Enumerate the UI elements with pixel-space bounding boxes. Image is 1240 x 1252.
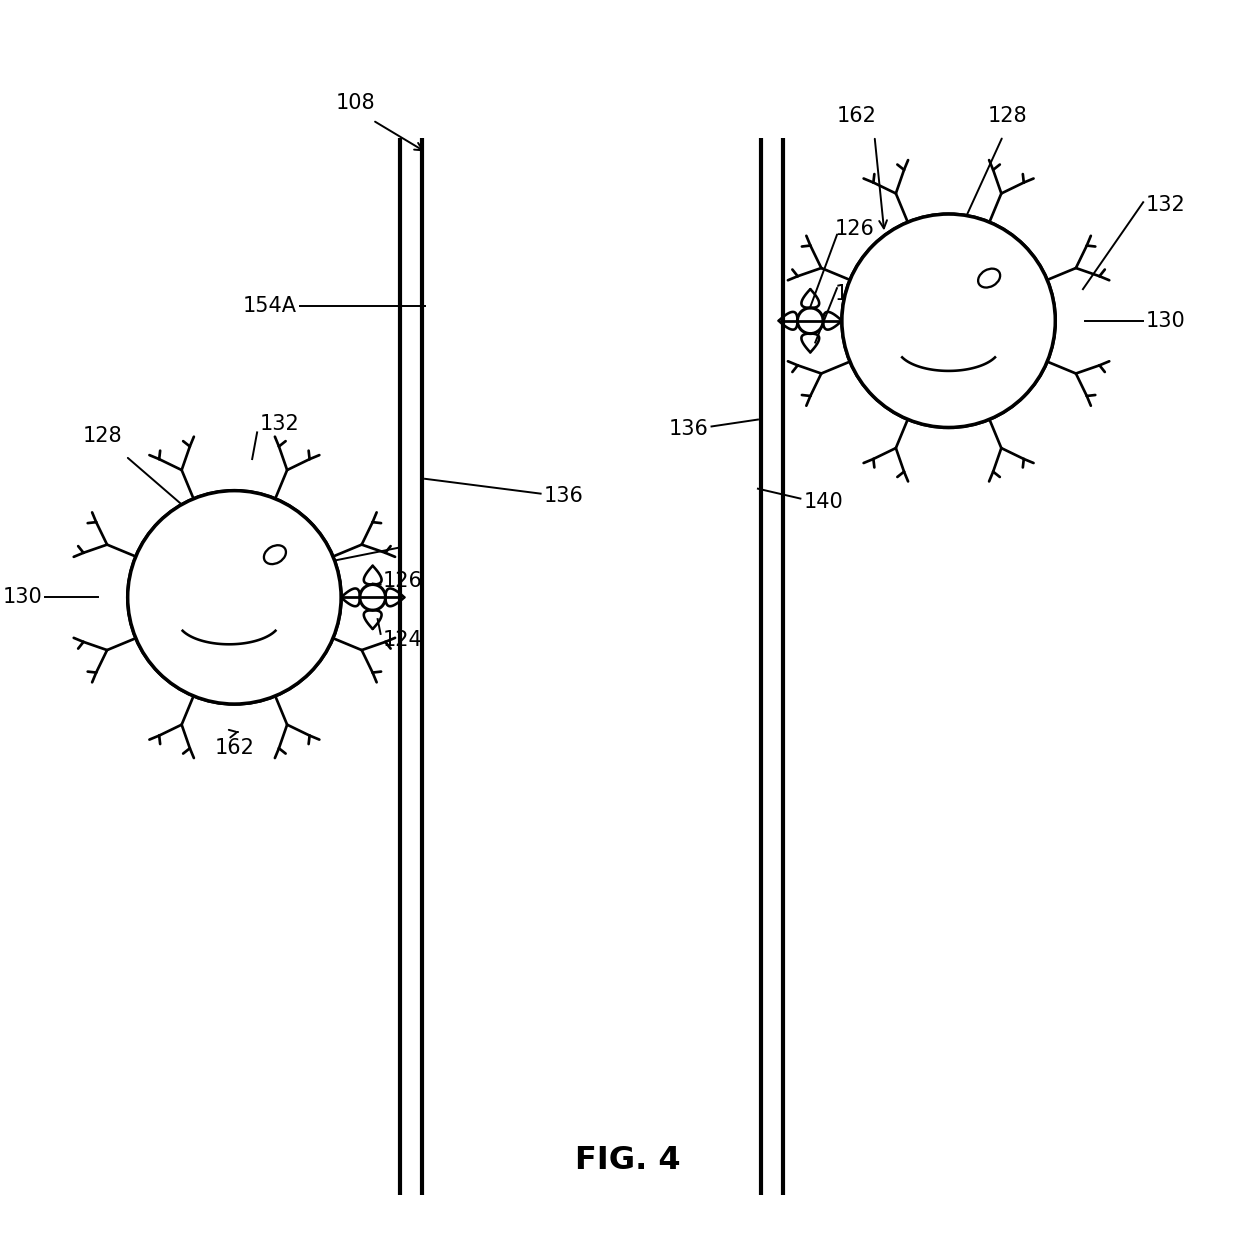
Circle shape <box>128 491 341 704</box>
Text: 140: 140 <box>289 553 330 572</box>
Text: 126: 126 <box>835 219 875 239</box>
Text: 126: 126 <box>383 571 423 591</box>
Circle shape <box>842 214 1055 427</box>
Text: 130: 130 <box>2 587 42 607</box>
Circle shape <box>842 214 1055 427</box>
Text: 162: 162 <box>215 739 254 759</box>
Text: 130: 130 <box>1146 310 1185 331</box>
Text: 128: 128 <box>988 106 1028 126</box>
Text: 136: 136 <box>668 419 708 439</box>
Text: 124: 124 <box>383 630 423 650</box>
Text: 140: 140 <box>804 492 843 512</box>
Text: 136: 136 <box>543 486 584 506</box>
Text: 132: 132 <box>1146 195 1185 215</box>
Circle shape <box>128 491 341 704</box>
Text: FIG. 4: FIG. 4 <box>574 1144 681 1176</box>
Text: 154A: 154A <box>243 295 296 316</box>
Text: 132: 132 <box>260 414 300 434</box>
Text: 108: 108 <box>336 94 376 114</box>
Text: 124: 124 <box>835 284 874 304</box>
Text: 128: 128 <box>82 427 122 446</box>
Text: 162: 162 <box>837 106 877 126</box>
